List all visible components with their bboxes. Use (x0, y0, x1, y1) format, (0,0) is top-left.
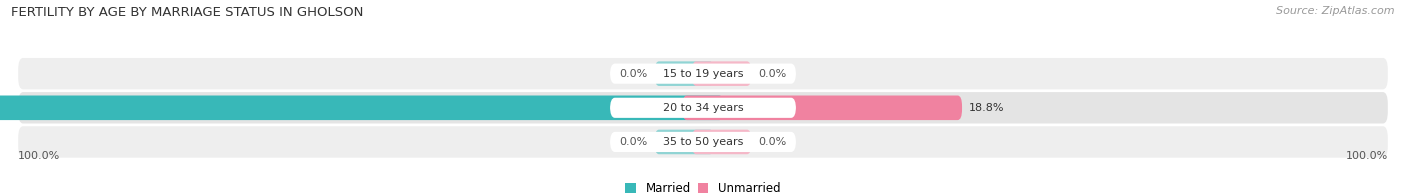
Text: 18.8%: 18.8% (969, 103, 1004, 113)
FancyBboxPatch shape (610, 132, 796, 152)
FancyBboxPatch shape (610, 98, 796, 118)
Text: Source: ZipAtlas.com: Source: ZipAtlas.com (1277, 6, 1395, 16)
Text: 20 to 34 years: 20 to 34 years (662, 103, 744, 113)
Text: 100.0%: 100.0% (1346, 151, 1388, 161)
FancyBboxPatch shape (18, 58, 1388, 89)
FancyBboxPatch shape (682, 95, 962, 120)
FancyBboxPatch shape (655, 61, 714, 86)
FancyBboxPatch shape (610, 64, 796, 84)
Text: 0.0%: 0.0% (620, 137, 648, 147)
Text: 100.0%: 100.0% (18, 151, 60, 161)
FancyBboxPatch shape (655, 130, 714, 154)
Text: 35 to 50 years: 35 to 50 years (662, 137, 744, 147)
Text: 0.0%: 0.0% (758, 69, 786, 79)
Text: 15 to 19 years: 15 to 19 years (662, 69, 744, 79)
FancyBboxPatch shape (18, 92, 1388, 123)
FancyBboxPatch shape (692, 61, 751, 86)
Legend: Married, Unmarried: Married, Unmarried (626, 182, 780, 195)
FancyBboxPatch shape (692, 130, 751, 154)
Text: 0.0%: 0.0% (758, 137, 786, 147)
Text: 0.0%: 0.0% (620, 69, 648, 79)
Text: FERTILITY BY AGE BY MARRIAGE STATUS IN GHOLSON: FERTILITY BY AGE BY MARRIAGE STATUS IN G… (11, 6, 364, 19)
FancyBboxPatch shape (18, 126, 1388, 158)
FancyBboxPatch shape (0, 95, 724, 120)
